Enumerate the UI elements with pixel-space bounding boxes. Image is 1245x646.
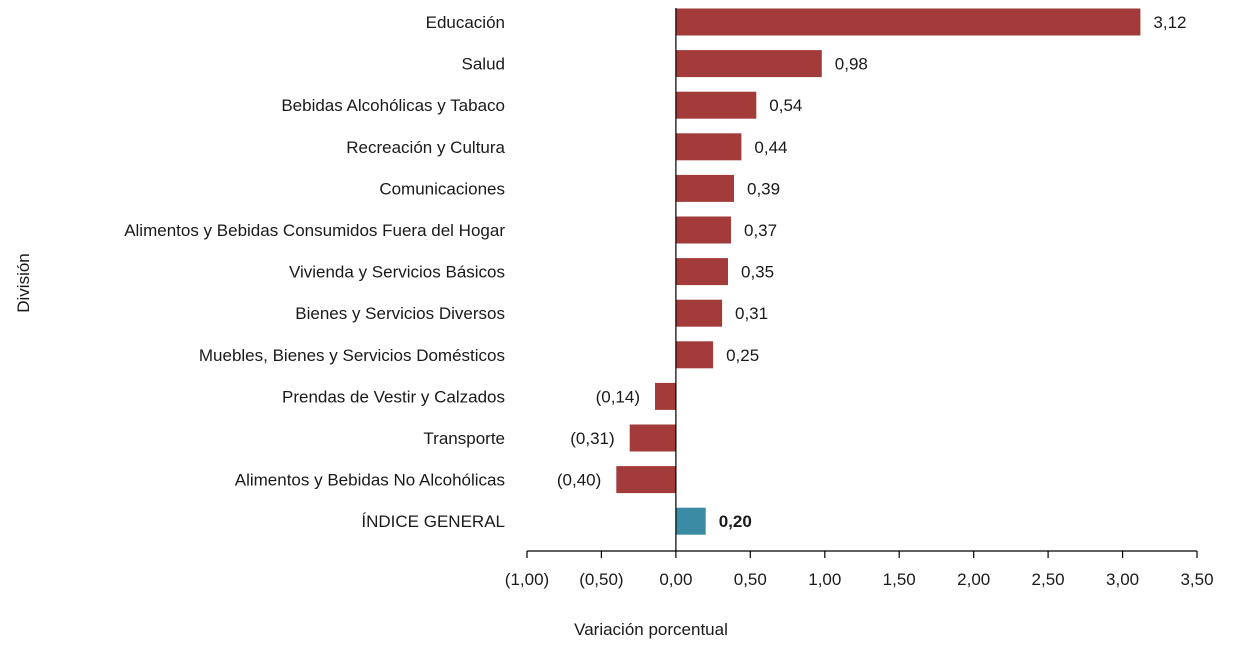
value-label: 0,54 [769, 96, 802, 115]
value-label: 0,37 [744, 221, 777, 240]
category-label: Comunicaciones [379, 179, 505, 198]
bar-4 [675, 133, 742, 161]
x-tick-label: 2,50 [1032, 570, 1065, 589]
bar-8 [675, 299, 723, 327]
x-tick-label: 0,50 [734, 570, 767, 589]
value-label: 3,12 [1153, 13, 1186, 32]
value-label: (0,31) [570, 429, 614, 448]
bar-13 [675, 507, 706, 535]
bar-10 [655, 382, 676, 410]
x-axis-title: Variación porcentual [574, 620, 728, 639]
x-tick-label: 2,00 [957, 570, 990, 589]
x-tick-label: 3,50 [1180, 570, 1213, 589]
value-label: 0,98 [835, 55, 868, 74]
bar-11 [629, 424, 676, 452]
category-label: ÍNDICE GENERAL [361, 512, 505, 531]
category-label: Alimentos y Bebidas No Alcohólicas [235, 471, 505, 490]
x-tick-label: 1,50 [883, 570, 916, 589]
y-axis-title: División [14, 253, 33, 313]
value-label: 0,20 [719, 512, 752, 531]
value-label: (0,14) [596, 387, 640, 406]
category-label: Bebidas Alcohólicas y Tabaco [281, 96, 505, 115]
bars-layer [616, 8, 1141, 535]
value-label: 0,31 [735, 304, 768, 323]
bar-2 [675, 50, 822, 78]
bar-5 [675, 174, 734, 202]
value-label: 0,35 [741, 263, 774, 282]
bar-6 [675, 216, 731, 244]
bar-3 [675, 91, 757, 119]
category-labels: Educación Salud Bebidas Alcohólicas y Taba… [124, 13, 505, 531]
x-tick-label: (0,50) [579, 570, 623, 589]
value-label: (0,40) [557, 471, 601, 490]
x-axis: (1,00) (0,50) 0,00 0,50 1,00 1,50 2,00 2,50 3,00… [505, 8, 1214, 589]
bar-7 [675, 258, 728, 286]
category-label: Vivienda y Servicios Básicos [289, 263, 505, 282]
x-tick-label: (1,00) [505, 570, 549, 589]
bar-1 [675, 8, 1141, 36]
category-label: Bienes y Servicios Diversos [295, 304, 505, 323]
category-label: Salud [462, 55, 505, 74]
category-label: Transporte [423, 429, 505, 448]
value-label: 0,39 [747, 179, 780, 198]
value-label: 0,25 [726, 346, 759, 365]
category-label: Prendas de Vestir y Calzados [282, 387, 505, 406]
bar-12 [616, 466, 676, 494]
x-tick-label: 1,00 [808, 570, 841, 589]
category-label: Muebles, Bienes y Servicios Domésticos [199, 346, 505, 365]
value-labels: 3,12 0,98 0,54 0,44 0,39 0,37 0,35 0,31 0,25 (0,1… [557, 13, 1187, 531]
bar-9 [675, 341, 714, 369]
category-label: Alimentos y Bebidas Consumidos Fuera del… [124, 221, 505, 240]
x-tick-label: 0,00 [659, 570, 692, 589]
x-tick-label: 3,00 [1106, 570, 1139, 589]
category-label: Recreación y Cultura [346, 138, 505, 157]
category-label: Educación [426, 13, 505, 32]
value-label: 0,44 [754, 138, 787, 157]
